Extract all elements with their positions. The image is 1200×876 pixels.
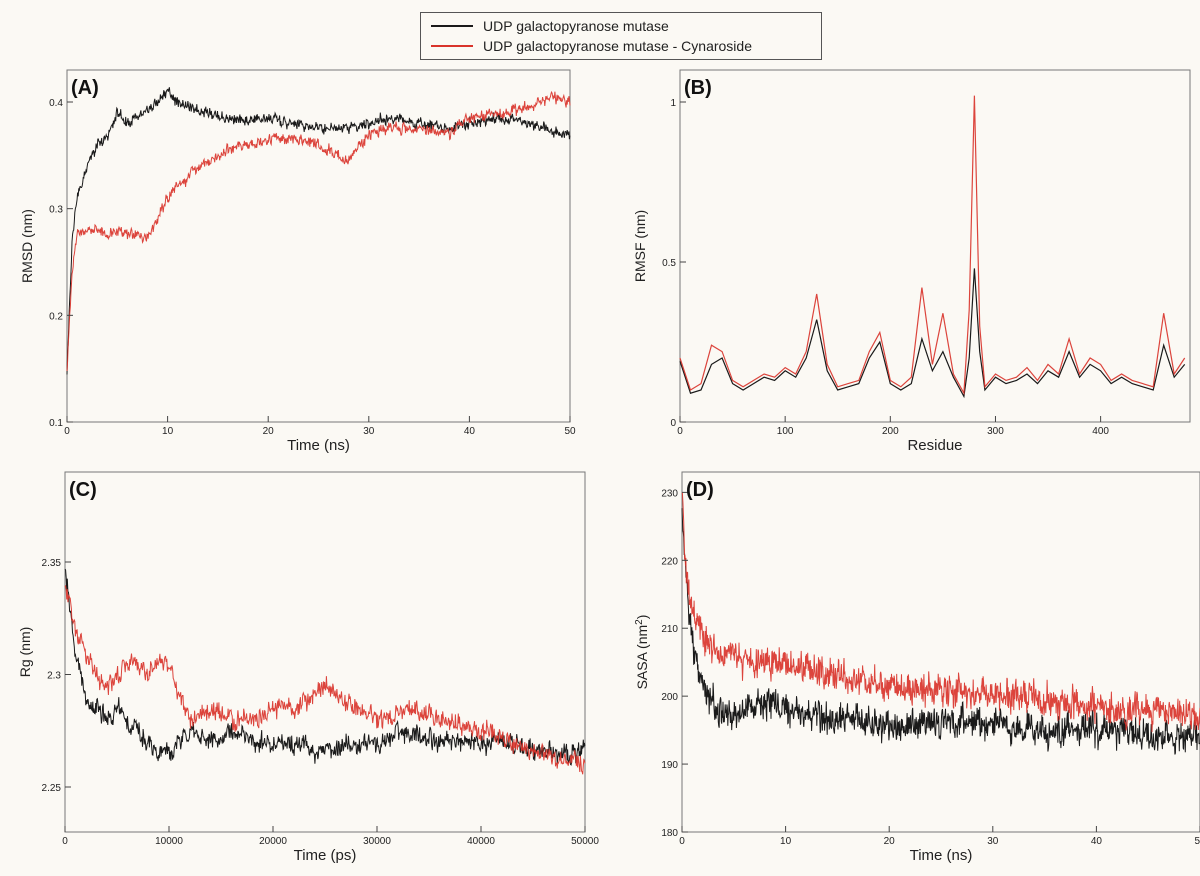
panel-d: 0 10 20 30 40 50 180 190 200 210 220 230 Time (ns) SA… xyxy=(634,471,1200,864)
x-tick-label: 40 xyxy=(1091,836,1103,847)
y-tick-label: 190 xyxy=(661,760,678,771)
x-tick-label: 50000 xyxy=(571,836,599,847)
y-tick-label: 0.2 xyxy=(49,311,63,322)
y-axis-label: RMSF (nm) xyxy=(632,210,648,282)
series-line-apo xyxy=(681,508,1200,755)
plot-frame xyxy=(64,471,586,833)
y-tick-label: 2.35 xyxy=(42,558,62,569)
x-tick-label: 20 xyxy=(263,426,275,437)
y-tick-label: 230 xyxy=(661,488,678,499)
plot-frame xyxy=(679,69,1191,423)
x-tick-label: 30 xyxy=(363,426,375,437)
legend: UDP galactopyranose mutase UDP galactopy… xyxy=(420,12,822,60)
x-axis-label: Time (ns) xyxy=(287,437,350,454)
x-tick-label: 10 xyxy=(780,836,792,847)
y-tick-label: 200 xyxy=(661,692,678,703)
x-tick-label: 400 xyxy=(1092,426,1109,437)
legend-item-complex: UDP galactopyranose mutase - Cynaroside xyxy=(431,36,752,56)
y-tick-label: 2.25 xyxy=(42,783,62,794)
series-line-complex xyxy=(66,90,571,372)
x-tick-label: 200 xyxy=(882,426,899,437)
y-axis-label: Rg (nm) xyxy=(17,627,33,678)
series-line-apo xyxy=(679,268,1186,399)
y-tick-label: 0.3 xyxy=(49,205,63,216)
plot-frame xyxy=(681,471,1200,833)
x-tick-label: 100 xyxy=(777,426,794,437)
y-tick-label: 2.3 xyxy=(47,671,61,682)
legend-swatch-black xyxy=(431,25,473,27)
y-axis-label-end: ) xyxy=(634,615,650,620)
panel-b: 0 100 200 300 400 0 0.5 1 Residue RMSF (nm) (B) xyxy=(632,69,1191,454)
x-tick-label: 10 xyxy=(162,426,174,437)
series-line-apo xyxy=(66,87,571,375)
y-tick-label: 0.5 xyxy=(662,258,676,269)
y-axis-label: RMSD (nm) xyxy=(19,209,35,283)
x-tick-label: 10000 xyxy=(155,836,183,847)
legend-label-complex: UDP galactopyranose mutase - Cynaroside xyxy=(483,38,752,54)
y-tick-label: 0 xyxy=(670,418,676,429)
series-line-complex xyxy=(679,95,1186,396)
y-tick-label: 0.1 xyxy=(49,418,63,429)
x-tick-label: 20 xyxy=(884,836,896,847)
x-tick-label: 30000 xyxy=(363,836,391,847)
panel-c: 0 10000 20000 30000 40000 50000 2.25 2.3 2.35 Tim… xyxy=(17,471,599,864)
x-tick-label: 40000 xyxy=(467,836,495,847)
legend-swatch-red xyxy=(431,45,473,47)
x-tick-label: 40 xyxy=(464,426,476,437)
panel-a: 0 10 20 30 40 50 0.1 0.2 0.3 0.4 Time (ns) RMSD (nm… xyxy=(19,69,576,454)
series-line-complex xyxy=(681,492,1200,733)
x-tick-label: 50 xyxy=(1194,836,1200,847)
legend-item-apo: UDP galactopyranose mutase xyxy=(431,16,669,36)
x-tick-label: 30 xyxy=(987,836,999,847)
y-axis-label-superscript: 2 xyxy=(634,619,645,625)
y-tick-label: 180 xyxy=(661,828,678,839)
x-tick-label: 0 xyxy=(679,836,685,847)
x-tick-label: 300 xyxy=(987,426,1004,437)
x-axis-label: Time (ps) xyxy=(294,847,357,864)
series-line-apo xyxy=(64,568,586,766)
x-tick-label: 20000 xyxy=(259,836,287,847)
legend-label-apo: UDP galactopyranose mutase xyxy=(483,18,669,34)
panel-label: (B) xyxy=(684,77,712,99)
x-axis-label: Time (ns) xyxy=(910,847,973,864)
x-tick-label: 50 xyxy=(564,426,576,437)
x-tick-label: 0 xyxy=(64,426,70,437)
x-tick-label: 0 xyxy=(62,836,68,847)
y-tick-label: 0.4 xyxy=(49,98,63,109)
panel-label: (D) xyxy=(686,479,714,501)
y-tick-label: 1 xyxy=(670,98,676,109)
x-axis-label: Residue xyxy=(907,437,962,454)
y-tick-label: 220 xyxy=(661,556,678,567)
y-axis-label: SASA (nm2) xyxy=(634,615,651,690)
series-line-complex xyxy=(64,584,586,775)
panel-label: (C) xyxy=(69,479,97,501)
panel-label: (A) xyxy=(71,77,99,99)
y-tick-label: 210 xyxy=(661,624,678,635)
x-tick-label: 0 xyxy=(677,426,683,437)
